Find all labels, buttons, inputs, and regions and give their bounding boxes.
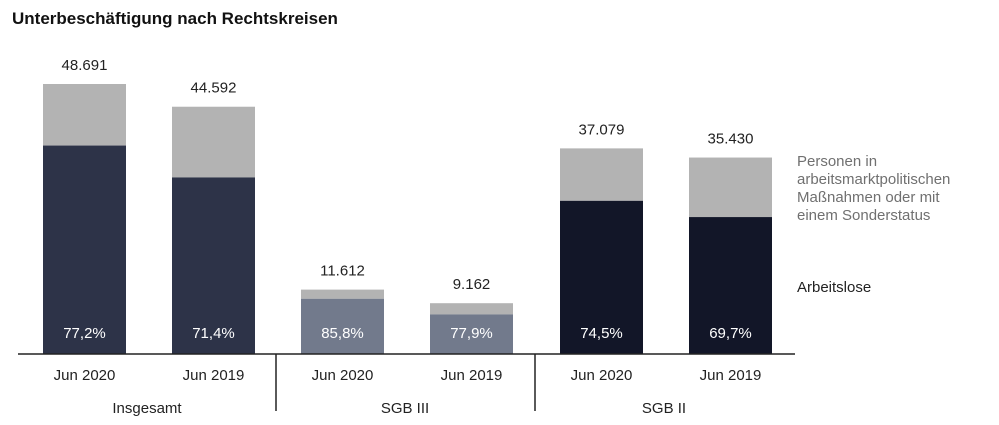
bar-share-label: 85,8%: [321, 325, 364, 342]
bar-segment-other-persons: [689, 157, 772, 218]
legend-label-other-persons: Personen in arbeitsmarktpolitischen Maßn…: [797, 153, 951, 224]
bar-share-label: 77,2%: [63, 325, 106, 342]
bar-segment-unemployed: [430, 314, 513, 354]
group-label: Insgesamt: [112, 400, 182, 417]
group-label: SGB III: [381, 400, 429, 417]
x-tick-label: Jun 2020: [54, 367, 116, 384]
bar-segment-other-persons: [301, 289, 384, 299]
bar-total-label: 44.592: [191, 80, 237, 97]
x-tick-label: Jun 2020: [571, 367, 633, 384]
chart-title: Unterbeschäftigung nach Rechtskreisen: [12, 9, 338, 28]
bar-share-label: 74,5%: [580, 325, 623, 342]
bar-share-label: 69,7%: [709, 325, 752, 342]
x-tick-label: Jun 2020: [312, 367, 374, 384]
bar-segment-unemployed: [301, 298, 384, 354]
bar-segment-unemployed: [560, 200, 643, 354]
bar-total-label: 48.691: [62, 57, 108, 74]
bar-total-label: 11.612: [320, 263, 365, 280]
bar-total-label: 37.079: [579, 121, 625, 138]
bar-segment-other-persons: [560, 148, 643, 201]
bar-segment-unemployed: [172, 177, 255, 354]
bar-segment-other-persons: [172, 106, 255, 178]
bar-share-label: 77,9%: [450, 325, 493, 342]
bar-segment-unemployed: [43, 145, 126, 354]
bar-total-label: 35.430: [708, 131, 754, 148]
legend-label-unemployed: Arbeitslose: [797, 279, 872, 296]
group-label: SGB II: [642, 400, 686, 417]
bar-share-label: 71,4%: [192, 325, 235, 342]
bar-segment-unemployed: [689, 217, 772, 354]
bar-segment-other-persons: [430, 303, 513, 315]
bar-total-label: 9.162: [453, 276, 491, 293]
x-tick-label: Jun 2019: [700, 367, 762, 384]
bar-segment-other-persons: [43, 84, 126, 146]
x-tick-label: Jun 2019: [183, 367, 245, 384]
x-tick-label: Jun 2019: [441, 367, 503, 384]
